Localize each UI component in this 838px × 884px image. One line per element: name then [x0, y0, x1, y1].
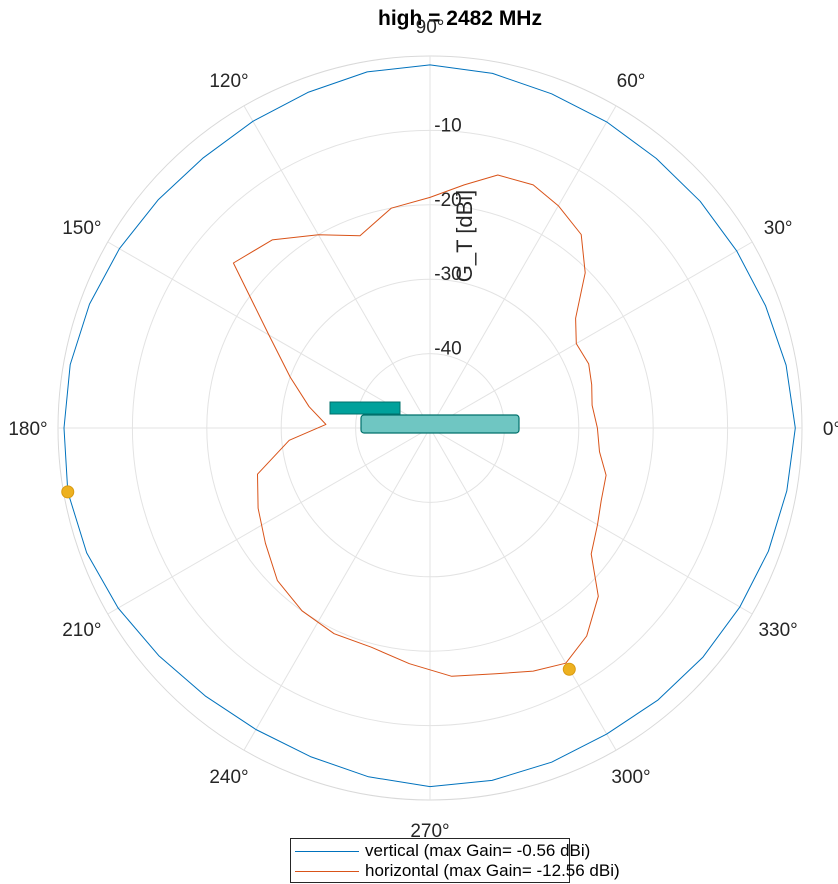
max-markers	[61, 485, 576, 676]
grid-spoke	[429, 427, 753, 615]
grid-spoke	[429, 105, 617, 429]
grid-spoke	[107, 427, 431, 615]
angle-tick-label: 330°	[758, 620, 797, 641]
legend-entry-horizontal: horizontal (max Gain= -12.56 dBi)	[295, 861, 620, 881]
angle-tick-label: 30°	[764, 218, 793, 239]
series-lines	[63, 64, 796, 788]
angle-tick-label: 60°	[617, 71, 646, 92]
radial-tick-label: -30	[434, 264, 461, 285]
legend-label-vertical: vertical (max Gain= -0.56 dBi)	[365, 841, 591, 860]
light-teal-box	[360, 414, 520, 434]
angle-labels: 0° 30° 60° 90° 120° 150° 180° 210° 240° 270° 300° 3…	[8, 17, 838, 842]
angle-tick-label: 150°	[62, 218, 101, 239]
angle-tick-label: 270°	[410, 821, 449, 842]
angle-tick-label: 300°	[611, 767, 650, 788]
radial-axis-label: G_T [dBi]	[452, 190, 477, 283]
grid-spoke	[429, 241, 753, 429]
radial-tick-label: -20	[434, 190, 461, 211]
dark-teal-box	[329, 401, 401, 415]
angle-tick-label: 0°	[823, 419, 838, 440]
legend-swatch-vertical	[295, 850, 359, 852]
angle-tick-label: 120°	[209, 71, 248, 92]
grid-spoke	[243, 427, 431, 751]
radial-tick-label: -40	[434, 339, 461, 360]
angle-tick-label: 240°	[209, 767, 248, 788]
legend-entry-vertical: vertical (max Gain= -0.56 dBi)	[295, 841, 590, 861]
legend: vertical (max Gain= -0.56 dBi) horizonta…	[290, 838, 620, 883]
radial-tick-label: -10	[434, 115, 461, 136]
legend-label-horizontal: horizontal (max Gain= -12.56 dBi)	[365, 861, 620, 880]
legend-swatch-horizontal	[295, 870, 359, 872]
series-line	[232, 174, 607, 677]
max-marker	[562, 662, 576, 676]
grid-spoke	[243, 105, 431, 429]
gain-boxes	[329, 401, 520, 434]
angle-tick-label: 90°	[416, 17, 445, 38]
grid-spoke	[429, 427, 617, 751]
radial-tick-labels: -40 -30 -20 -10	[434, 115, 461, 359]
angle-tick-label: 210°	[62, 620, 101, 641]
angle-tick-label: 180°	[8, 419, 47, 440]
max-marker	[61, 485, 75, 499]
chart-title: high = 2482 MHz	[378, 7, 542, 30]
polar-grid	[57, 55, 803, 801]
series-line	[63, 64, 796, 788]
